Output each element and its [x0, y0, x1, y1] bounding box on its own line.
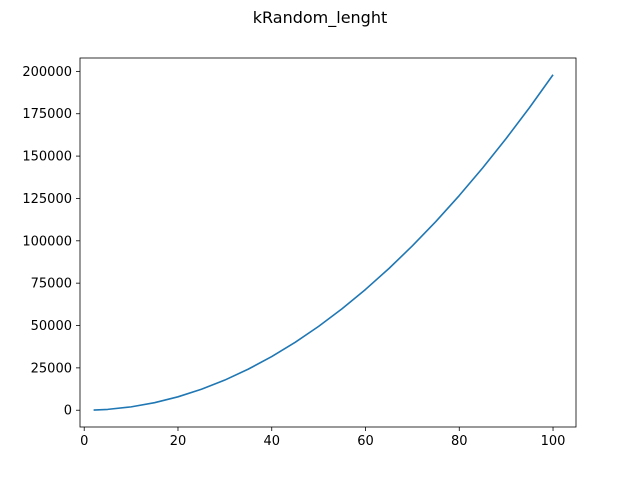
x-tick-label: 20 [170, 434, 187, 449]
y-tick-label: 50000 [31, 319, 72, 334]
x-tick-label: 60 [357, 434, 374, 449]
y-tick-label: 175000 [22, 107, 72, 122]
series-line [93, 74, 554, 411]
x-tick-label: 100 [541, 434, 566, 449]
chart-title: kRandom_lenght [252, 8, 388, 27]
y-tick-label: 125000 [22, 192, 72, 207]
y-tick-label: 200000 [22, 65, 72, 80]
y-tick-label: 25000 [31, 361, 72, 376]
x-tick-label: 40 [263, 434, 280, 449]
axes-frame [79, 57, 577, 428]
x-tick-label: 80 [451, 434, 468, 449]
y-tick-label: 150000 [22, 150, 72, 165]
y-tick-label: 100000 [22, 234, 72, 249]
y-tick-label: 0 [64, 404, 72, 419]
x-tick-label: 0 [80, 434, 88, 449]
y-tick-label: 75000 [31, 277, 72, 292]
